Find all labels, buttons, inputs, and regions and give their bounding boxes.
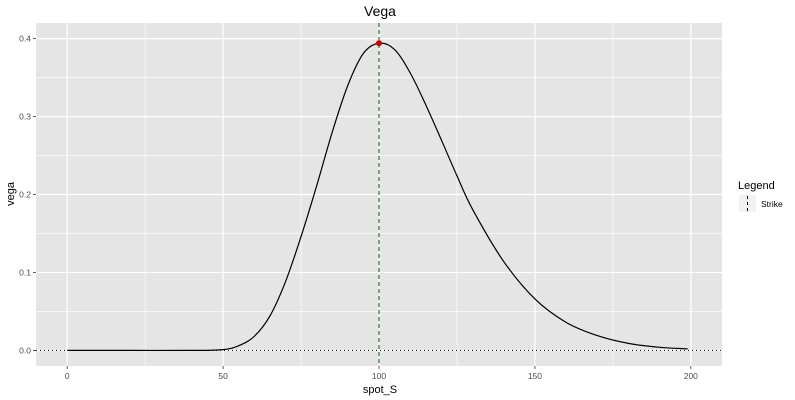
x-tick-label: 150 xyxy=(528,371,542,381)
x-axis: 0 50 100 150 200 xyxy=(65,366,698,381)
x-tick-label: 50 xyxy=(218,371,228,381)
legend-label-strike: Strike xyxy=(761,199,783,209)
x-tick-label: 100 xyxy=(372,371,386,381)
y-axis: 0.0 0.1 0.2 0.3 0.4 xyxy=(19,34,36,355)
x-axis-title: spot_S xyxy=(363,384,397,396)
chart-title: Vega xyxy=(364,3,396,19)
y-axis-title: vega xyxy=(5,181,17,206)
max-vega-point xyxy=(376,40,382,47)
legend-title: Legend xyxy=(738,180,775,192)
x-tick-label: 200 xyxy=(684,371,698,381)
highlight-point-layer xyxy=(376,40,382,47)
legend: Legend Strike xyxy=(738,180,783,212)
y-tick-label: 0.3 xyxy=(19,112,31,122)
y-tick-label: 0.2 xyxy=(19,190,31,200)
y-tick-label: 0.0 xyxy=(19,345,31,355)
y-tick-label: 0.1 xyxy=(19,267,31,277)
x-tick-label: 0 xyxy=(65,371,70,381)
y-tick-label: 0.4 xyxy=(19,34,31,44)
